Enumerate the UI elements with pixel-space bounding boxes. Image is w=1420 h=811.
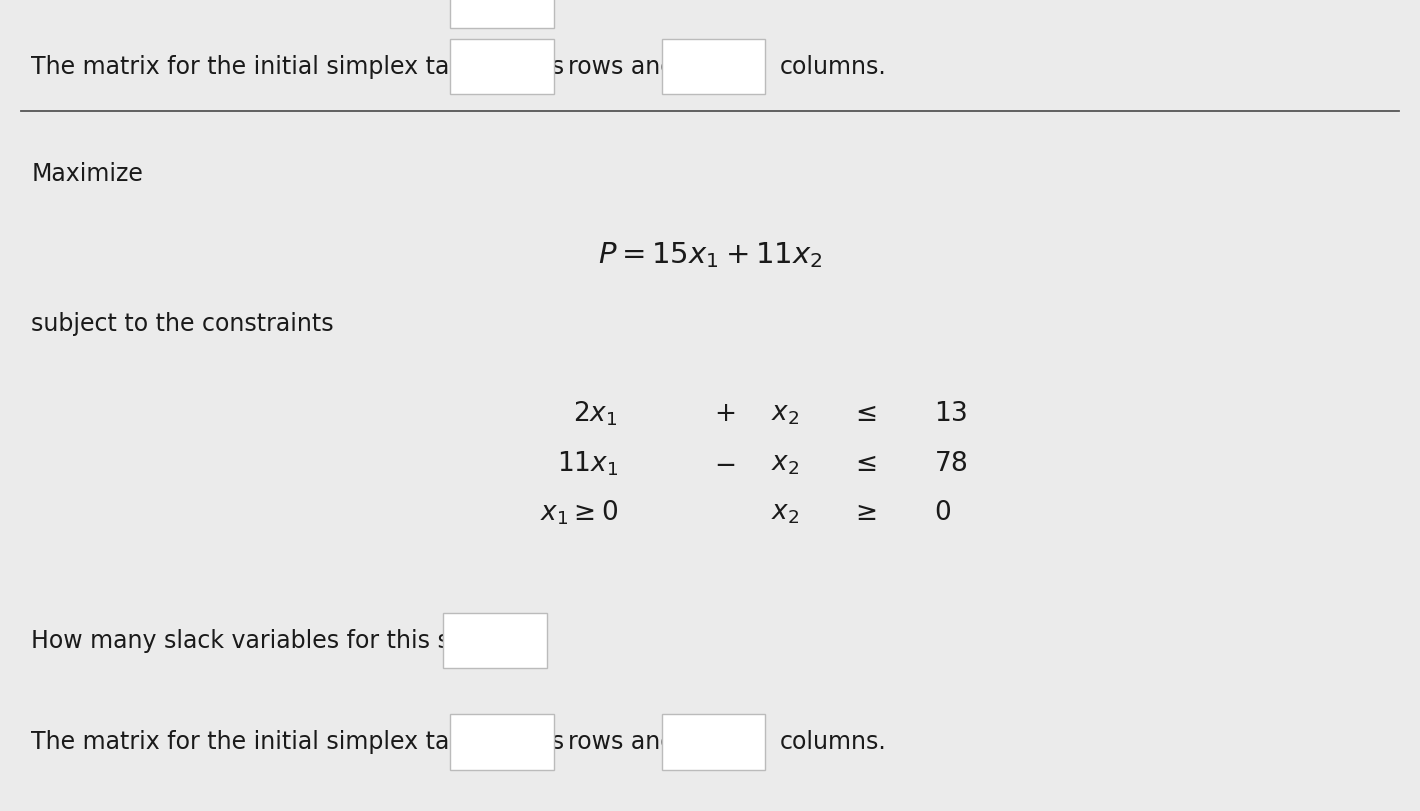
FancyBboxPatch shape (443, 613, 547, 668)
Text: $13$: $13$ (934, 401, 968, 427)
Text: subject to the constraints: subject to the constraints (31, 312, 334, 337)
Text: $0$: $0$ (934, 500, 951, 526)
Text: $78$: $78$ (934, 451, 968, 477)
Text: The matrix for the initial simplex tableau has: The matrix for the initial simplex table… (31, 730, 564, 754)
Text: $2x_1$: $2x_1$ (574, 399, 618, 428)
Text: rows and: rows and (568, 54, 674, 79)
Text: columns.: columns. (780, 54, 886, 79)
Text: $x_1 \geq 0$: $x_1 \geq 0$ (540, 498, 618, 527)
Text: $11x_1$: $11x_1$ (557, 449, 618, 478)
Text: $\leq$: $\leq$ (851, 401, 876, 427)
FancyBboxPatch shape (450, 0, 554, 28)
Text: How many slack variables for this system?: How many slack variables for this system… (31, 629, 535, 653)
Text: $+$: $+$ (714, 401, 734, 427)
Text: Maximize: Maximize (31, 162, 143, 187)
Text: $P = 15x_1 + 11x_2$: $P = 15x_1 + 11x_2$ (598, 241, 822, 270)
FancyBboxPatch shape (450, 714, 554, 770)
Text: $x_2$: $x_2$ (771, 451, 799, 477)
Text: $\leq$: $\leq$ (851, 451, 876, 477)
Text: rows and: rows and (568, 730, 674, 754)
FancyBboxPatch shape (662, 39, 765, 94)
Text: $x_2$: $x_2$ (771, 500, 799, 526)
Text: $-$: $-$ (714, 451, 734, 477)
FancyBboxPatch shape (450, 39, 554, 94)
Text: $\geq$: $\geq$ (851, 500, 876, 526)
FancyBboxPatch shape (662, 714, 765, 770)
Text: columns.: columns. (780, 730, 886, 754)
Text: $x_2$: $x_2$ (771, 401, 799, 427)
Text: The matrix for the initial simplex tableau has: The matrix for the initial simplex table… (31, 54, 564, 79)
